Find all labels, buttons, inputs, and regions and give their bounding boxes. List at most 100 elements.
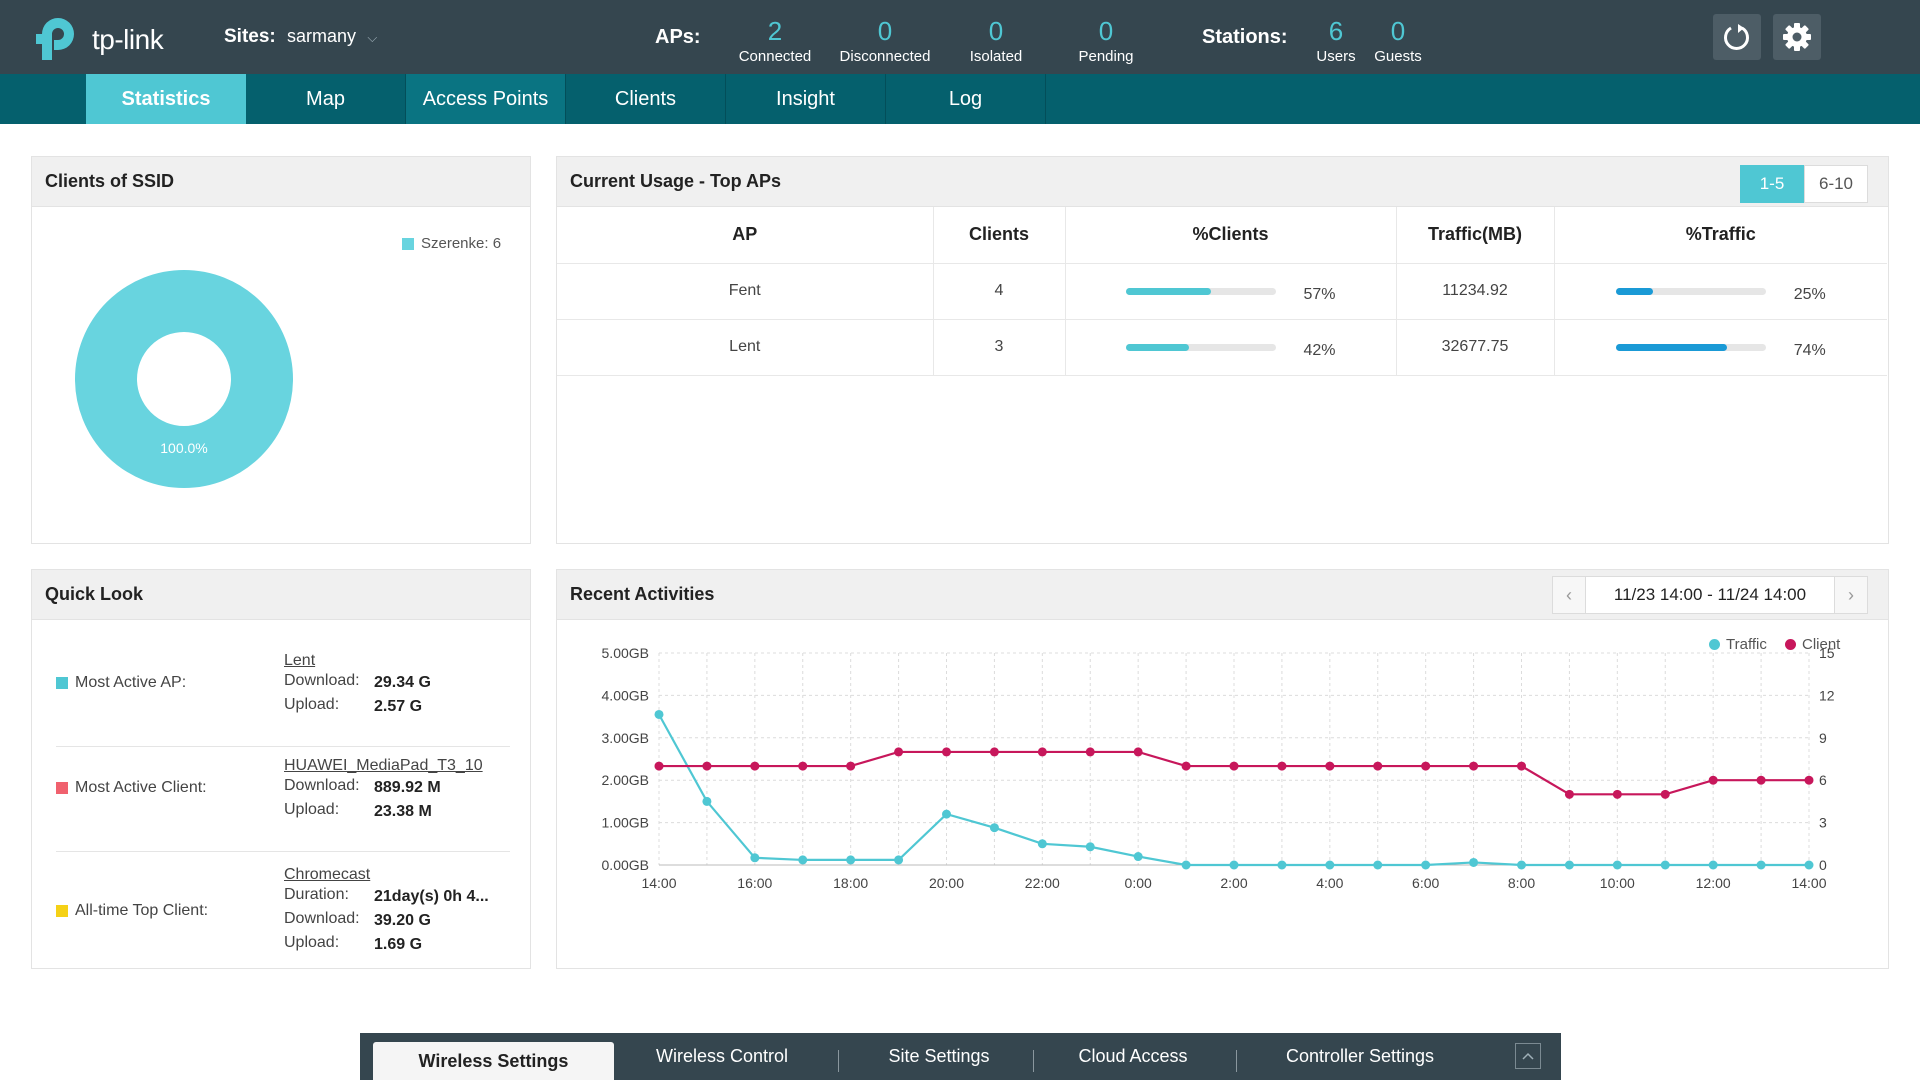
data-point-client <box>989 747 999 757</box>
data-point-client <box>1756 775 1766 785</box>
most-active-client-section: Most Active Client: HUAWEI_MediaPad_T3_1… <box>56 757 510 843</box>
divider <box>838 1050 839 1072</box>
kv-key: Upload: <box>284 934 340 951</box>
legend-traffic[interactable]: Traffic <box>1709 636 1767 653</box>
tab-access-points[interactable]: Access Points <box>406 74 566 124</box>
kv-value: 889.92 M <box>374 779 441 796</box>
settings-button[interactable] <box>1773 14 1821 60</box>
x-tick-label: 20:00 <box>929 875 964 891</box>
data-point-client <box>846 761 856 771</box>
tab-cloud-access[interactable]: Cloud Access <box>1078 1046 1188 1066</box>
tab-statistics[interactable]: Statistics <box>86 74 246 124</box>
kv-key: Duration: <box>284 886 349 903</box>
data-point-traffic <box>1612 860 1622 870</box>
data-point-client <box>1085 747 1095 757</box>
data-point-traffic <box>1421 860 1431 870</box>
table-row[interactable]: Fent 4 57% 11234.92 25% <box>557 263 1887 320</box>
legend-dot <box>1709 639 1720 650</box>
ap-disconnected-stat[interactable]: 0 Disconnected <box>830 16 940 65</box>
tab-wireless-settings[interactable]: Wireless Settings <box>373 1042 614 1080</box>
data-point-client <box>1421 761 1431 771</box>
col-clients[interactable]: Clients <box>933 207 1066 264</box>
refresh-button[interactable] <box>1713 14 1761 60</box>
ap-name: Fent <box>557 263 934 320</box>
data-point-traffic <box>989 823 999 833</box>
pager-6-10[interactable]: 6-10 <box>1804 165 1868 203</box>
col-ap[interactable]: AP <box>557 207 934 264</box>
all-time-top-client-section: All-time Top Client: Chromecast Duration… <box>56 866 510 968</box>
chevron-up-icon <box>1522 1052 1534 1060</box>
date-range-value[interactable]: 11/23 14:00 - 11/24 14:00 <box>1585 577 1835 613</box>
all-time-top-client-link[interactable]: Chromecast <box>284 866 371 883</box>
clients-of-ssid-panel: Clients of SSID Szerenke: 6 100.0% <box>31 156 531 544</box>
legend-label: Client <box>1802 636 1841 653</box>
data-point-traffic <box>1517 860 1526 870</box>
col-pct-clients[interactable]: %Clients <box>1065 207 1397 264</box>
data-point-client <box>1564 789 1574 799</box>
x-tick-label: 10:00 <box>1600 875 1635 891</box>
ap-traffic: 11234.92 <box>1396 263 1555 320</box>
ssid-legend-item[interactable]: Szerenke: 6 <box>402 235 501 252</box>
legend-label: Traffic <box>1726 636 1767 653</box>
col-pct-traffic[interactable]: %Traffic <box>1554 207 1887 264</box>
all-time-top-client-label: All-time Top Client: <box>56 902 208 920</box>
stations-label: Stations: <box>1202 26 1288 48</box>
data-point-client <box>1325 761 1335 771</box>
y-left-tick-label: 4.00GB <box>602 687 649 703</box>
pct-traffic-bar <box>1615 287 1766 295</box>
prev-range-button[interactable]: ‹ <box>1553 577 1585 613</box>
data-point-traffic <box>1756 860 1766 870</box>
tab-wireless-control[interactable]: Wireless Control <box>655 1046 789 1066</box>
pct-traffic-value: 25% <box>1793 286 1826 303</box>
tab-map[interactable]: Map <box>246 74 406 124</box>
station-users-stat[interactable]: 6 Users <box>1296 16 1376 65</box>
legend-swatch <box>56 905 68 917</box>
next-range-button[interactable]: › <box>1835 577 1867 613</box>
x-tick-label: 22:00 <box>1025 875 1060 891</box>
top-header: tp-link Sites: sarmany ⌵ APs: 2 Connecte… <box>0 0 1920 74</box>
pct-clients-bar <box>1125 287 1276 295</box>
x-tick-label: 4:00 <box>1316 875 1343 891</box>
data-point-client <box>1612 789 1622 799</box>
quick-look-panel: Quick Look Most Active AP: Lent Download… <box>31 569 531 969</box>
data-point-client <box>1804 775 1814 785</box>
data-point-traffic <box>1325 860 1335 870</box>
data-point-traffic <box>702 796 712 806</box>
ap-connected-stat[interactable]: 2 Connected <box>720 16 830 65</box>
table-row[interactable]: Lent 3 42% 32677.75 74% <box>557 319 1887 376</box>
section-label: All-time Top Client: <box>75 902 209 919</box>
chevron-left-icon: ‹ <box>1566 584 1572 605</box>
table-header-row: AP Clients %Clients Traffic(MB) %Traffic <box>557 207 1887 264</box>
ssid-legend-label: Szerenke: 6 <box>421 235 502 252</box>
pager-1-5[interactable]: 1-5 <box>1740 165 1804 203</box>
tab-controller-settings[interactable]: Controller Settings <box>1285 1046 1435 1066</box>
tab-site-settings[interactable]: Site Settings <box>888 1046 990 1066</box>
bar-fill <box>1125 343 1189 351</box>
col-traffic[interactable]: Traffic(MB) <box>1396 207 1555 264</box>
data-point-client <box>654 761 664 771</box>
ap-pending-stat[interactable]: 0 Pending <box>1051 16 1161 65</box>
x-tick-label: 2:00 <box>1220 875 1247 891</box>
most-active-ap-link[interactable]: Lent <box>284 652 316 669</box>
site-selector[interactable]: Sites: sarmany ⌵ <box>224 26 377 48</box>
tab-log[interactable]: Log <box>886 74 1046 124</box>
most-active-ap-section: Most Active AP: Lent Download: 29.34 G U… <box>56 652 510 738</box>
tp-link-logo[interactable]: tp-link <box>36 12 176 64</box>
data-point-client <box>894 747 904 757</box>
legend-client[interactable]: Client <box>1785 636 1840 653</box>
tab-clients[interactable]: Clients <box>566 74 726 124</box>
ap-isolated-stat[interactable]: 0 Isolated <box>941 16 1051 65</box>
donut-slice-szerenke[interactable] <box>75 270 293 488</box>
stat-number: 0 <box>1098 16 1114 46</box>
top-aps-table: AP Clients %Clients Traffic(MB) %Traffic… <box>557 207 1887 376</box>
ap-name: Lent <box>557 319 934 376</box>
tab-insight[interactable]: Insight <box>726 74 886 124</box>
y-left-tick-label: 3.00GB <box>602 730 649 746</box>
collapse-button[interactable] <box>1515 1043 1541 1069</box>
data-point-traffic <box>1133 852 1143 862</box>
data-point-traffic <box>1804 860 1814 870</box>
most-active-client-link[interactable]: HUAWEI_MediaPad_T3_10 <box>284 757 483 774</box>
y-right-tick-label: 15 <box>1819 645 1835 661</box>
top-aps-panel: Current Usage - Top APs 1-5 6-10 AP Clie… <box>556 156 1889 544</box>
station-guests-stat[interactable]: 0 Guests <box>1358 16 1438 65</box>
